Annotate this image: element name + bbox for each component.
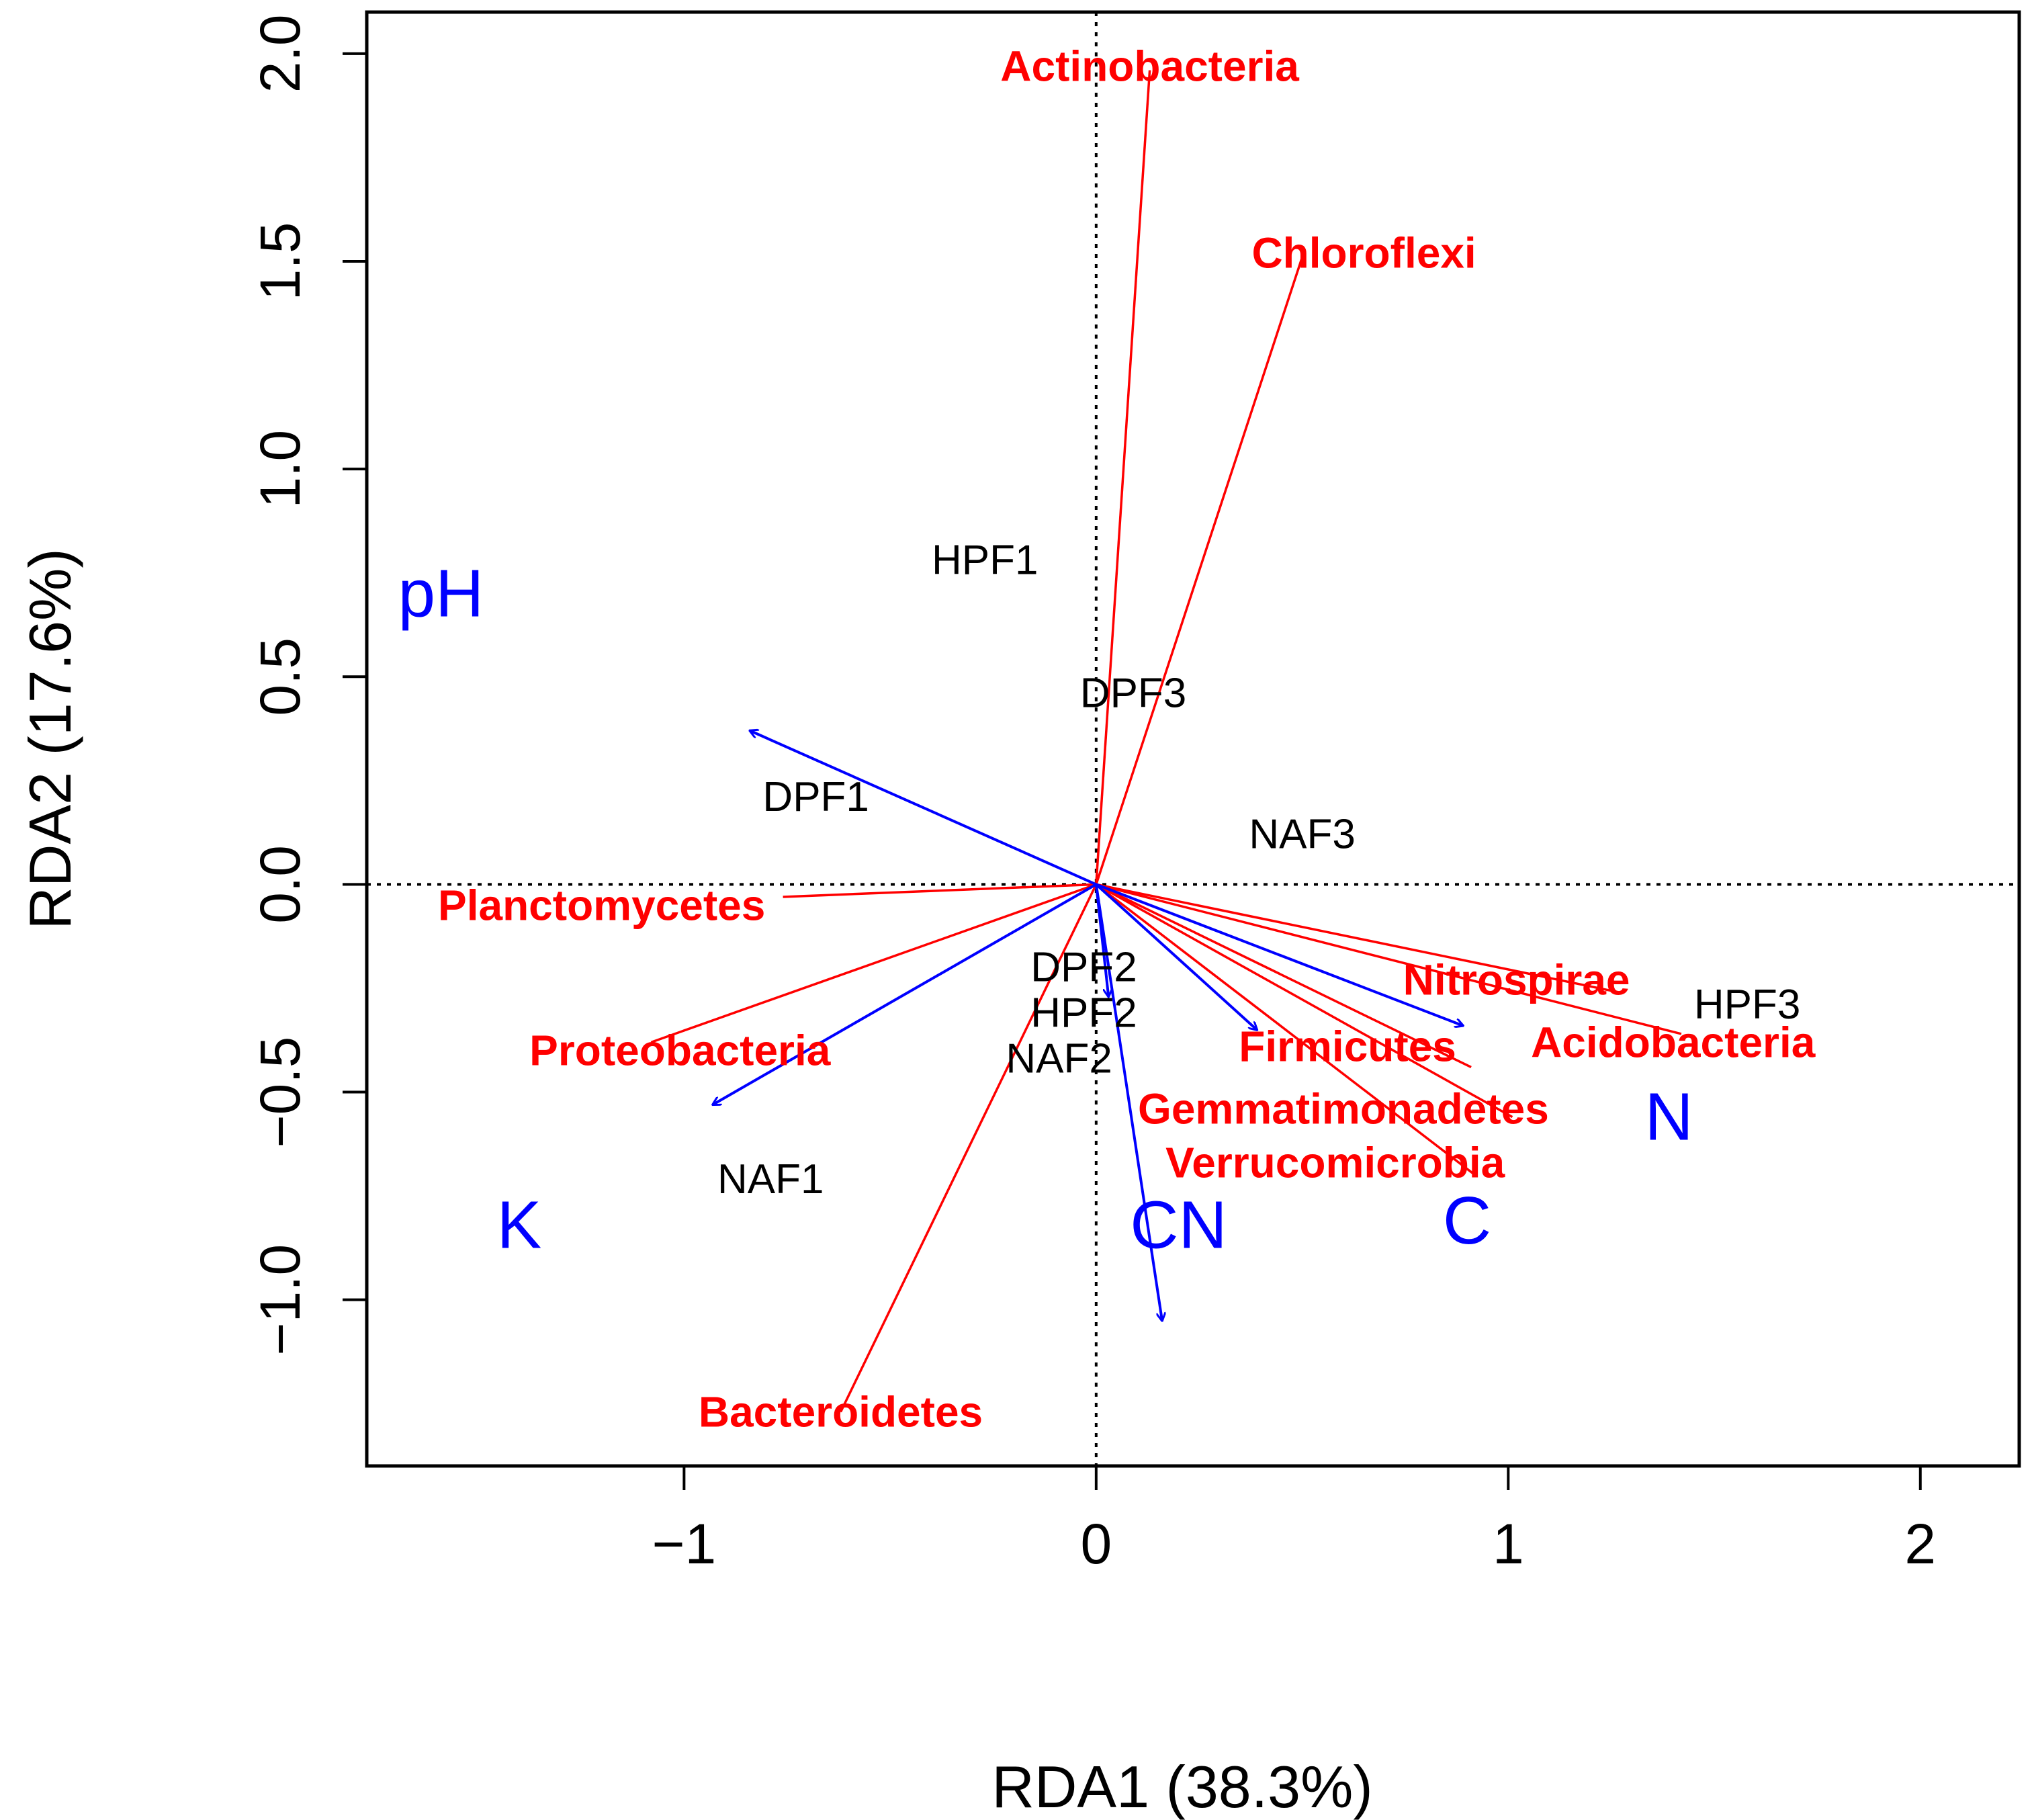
plot-frame: [365, 10, 2021, 1468]
site-label-dpf2: DPF2: [1030, 945, 1137, 991]
phylum-vector-bacteroidetes: [839, 883, 1098, 1413]
phylum-label-bacteroidetes: Bacteroidetes: [699, 1388, 983, 1436]
phylum-vector-planctomycetes: [783, 883, 1096, 898]
phylum-vector-gemmatimonadetes: [1095, 883, 1513, 1119]
phylum-label-proteobacteria: Proteobacteria: [529, 1027, 831, 1075]
env-vector-unlabeled-5: [1094, 884, 1108, 996]
env-label-k: K: [497, 1187, 542, 1262]
phylum-vector-chloroflexi: [1095, 257, 1304, 885]
phylum-label-planctomycetes: Planctomycetes: [438, 881, 765, 929]
y-tick-label: 1.0: [249, 430, 312, 509]
env-vector-cn: [1094, 884, 1162, 1320]
site-label-hpf2: HPF2: [1030, 990, 1137, 1037]
y-tick-label: 0.0: [249, 845, 312, 924]
phylum-label-acidobacteria: Acidobacteria: [1531, 1018, 1816, 1066]
phylum-vector-nitrospirae: [1096, 883, 1620, 994]
site-label-hpf1: HPF1: [932, 537, 1038, 584]
env-label-n: N: [1644, 1080, 1693, 1155]
phylum-vector-acidobacteria: [1096, 883, 1682, 1035]
phylum-label-verrucomicrobia: Verrucomicrobia: [1165, 1139, 1505, 1187]
y-tick-label: −0.5: [249, 1037, 312, 1148]
x-tick-label: 1: [1493, 1512, 1524, 1575]
env-vector-k: [713, 883, 1097, 1104]
phylum-vector-proteobacteria: [650, 883, 1097, 1043]
phylum-label-nitrospirae: Nitrospirae: [1403, 956, 1630, 1004]
env-vector-ph: [750, 731, 1097, 886]
site-label-naf2: NAF2: [1006, 1036, 1112, 1082]
env-label-c: C: [1443, 1183, 1491, 1258]
env-label-ph: pH: [398, 556, 484, 632]
site-label-naf1: NAF1: [717, 1156, 824, 1203]
site-label-dpf1: DPF1: [762, 774, 869, 820]
x-tick-label: 2: [1904, 1512, 1936, 1575]
phylum-label-firmicutes: Firmicutes: [1239, 1023, 1456, 1071]
phylum-vector-actinobacteria: [1095, 70, 1151, 885]
phylum-label-gemmatimonadetes: Gemmatimonadetes: [1138, 1084, 1549, 1133]
phylum-vector-firmicutes: [1096, 883, 1472, 1069]
env-vector-c: [1096, 883, 1463, 1025]
y-axis-title: RDA2 (17.6%): [17, 548, 83, 929]
y-tick-label: 0.5: [249, 638, 312, 716]
x-axis-title: RDA1 (38.3%): [991, 1753, 1372, 1820]
phylum-label-actinobacteria: Actinobacteria: [1000, 42, 1299, 90]
site-label-hpf3: HPF3: [1694, 982, 1800, 1028]
env-vector-n: [1095, 883, 1257, 1029]
x-tick-label: −1: [652, 1512, 716, 1575]
site-label-naf3: NAF3: [1249, 812, 1355, 858]
y-tick-label: 1.5: [249, 222, 312, 301]
y-tick-label: −1.0: [249, 1244, 312, 1356]
site-label-dpf3: DPF3: [1080, 670, 1186, 716]
env-label-cn: CN: [1130, 1187, 1227, 1262]
x-tick-label: 0: [1080, 1512, 1112, 1575]
y-tick-label: 2.0: [249, 14, 312, 93]
phylum-label-chloroflexi: Chloroflexi: [1251, 229, 1476, 277]
phylum-vector-verrucomicrobia: [1095, 883, 1476, 1176]
